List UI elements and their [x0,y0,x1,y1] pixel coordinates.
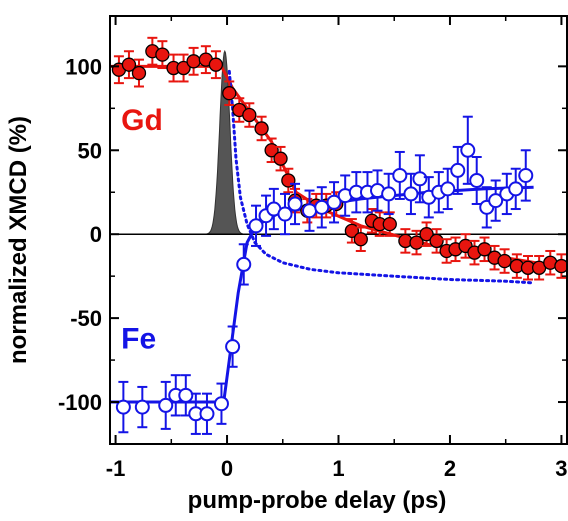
x-tick-label: 1 [332,456,344,481]
data-point [134,399,150,415]
x-axis-title: pump-probe delay (ps) [188,487,447,514]
y-tick-label: 100 [65,54,102,79]
data-point [314,199,330,215]
data-point [264,143,279,158]
data-point [176,60,191,76]
data-point [554,258,568,274]
fe-series-label: Fe [121,322,156,355]
gd-fit-line [110,64,568,270]
data-point [158,397,174,413]
data-point [277,206,293,222]
data-point [121,57,137,72]
y-tick-label: 0 [90,222,102,247]
y-axis-title: normalized XMCD (%) [5,116,32,364]
data-point [403,186,419,202]
x-tick-label: 0 [221,456,233,481]
data-point [460,142,476,158]
plot-frame [109,15,568,445]
data-point [440,181,456,197]
data-point [344,223,360,238]
data-point [302,203,318,219]
data-point [186,54,201,69]
x-tick-label: 3 [555,456,567,481]
data-point [225,339,241,355]
data-point [222,86,237,101]
y-tick-label: -100 [58,390,102,415]
data-point [409,235,424,250]
data-point [326,194,342,210]
pulse-layer [203,49,246,235]
data-point [382,216,397,232]
data-point [412,171,428,187]
data-point [131,65,147,81]
data-point [429,233,444,249]
data-point [115,399,131,415]
axis-ticks [110,16,567,444]
x-tick-label: 2 [444,456,456,481]
data-point [488,193,504,209]
data-point [381,186,397,202]
data-point [242,107,257,123]
x-tick-labels: -1 0 1 2 3 [106,456,568,481]
data-point [178,387,194,403]
fe-dotted-line [227,69,536,285]
data-point [254,121,269,136]
gd-series-label: Gd [121,104,163,137]
data-point [392,167,408,183]
gd-series [111,36,568,281]
data-point [477,242,492,257]
data-point [273,151,288,166]
y-tick-label: -50 [70,306,102,331]
data-point [353,232,368,247]
y-tick-label: 50 [78,138,102,163]
pump-pulse [203,49,246,235]
x-tick-label: -1 [106,456,126,481]
data-point [518,167,534,183]
data-point [281,173,296,188]
data-point [248,218,264,234]
data-point [450,162,466,178]
data-point [155,47,170,62]
data-point [497,253,512,269]
data-point [213,396,229,412]
data-point [287,196,303,212]
y-tick-labels: -100 -50 0 50 100 [58,54,102,415]
data-point [236,256,252,272]
data-point [419,227,434,242]
data-point [208,57,224,72]
fe-series [115,115,534,435]
data-point [199,406,215,422]
data-point [508,181,524,197]
data-point [469,172,485,188]
